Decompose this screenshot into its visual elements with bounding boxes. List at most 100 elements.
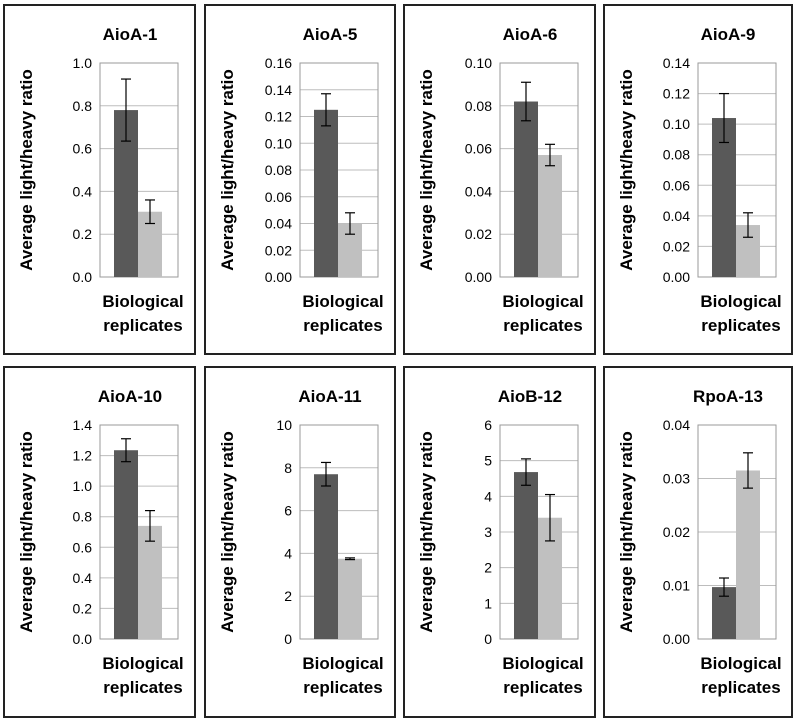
y-axis-label: Average light/heavy ratio bbox=[17, 431, 36, 633]
y-tick-label: 1 bbox=[484, 595, 492, 611]
chart-panel: AioA-6 Average light/heavy ratio 0.00 0.02 0… bbox=[403, 4, 596, 355]
y-tick-label: 0.04 bbox=[265, 216, 292, 232]
y-axis-label: Average light/heavy ratio bbox=[17, 69, 36, 271]
y-tick-label: 0.00 bbox=[663, 631, 690, 647]
x-axis-label: replicates bbox=[701, 316, 780, 335]
y-tick-label: 0.10 bbox=[465, 55, 492, 71]
y-tick-label: 6 bbox=[284, 503, 292, 519]
bar-replicate-2 bbox=[538, 155, 562, 277]
x-axis-label: replicates bbox=[103, 316, 182, 335]
bar-replicate-1 bbox=[712, 118, 736, 278]
x-axis-label: Biological bbox=[502, 654, 583, 673]
y-tick-label: 0.12 bbox=[265, 109, 292, 125]
x-axis-label: replicates bbox=[701, 678, 780, 697]
bar-replicate-1 bbox=[314, 474, 338, 639]
bar-replicate-2 bbox=[138, 525, 162, 639]
chart-svg: AioA-9 Average light/heavy ratio 0.00 0.02 0… bbox=[617, 25, 782, 335]
chart-svg: AioA-6 Average light/heavy ratio 0.00 0.02 0… bbox=[417, 25, 584, 335]
chart-panel: AioA-1 Average light/heavy ratio 0.0 0.2 0.4… bbox=[3, 4, 196, 355]
y-tick-label: 0.6 bbox=[73, 141, 93, 157]
y-tick-label: 6 bbox=[484, 417, 492, 433]
y-tick-label: 0.0 bbox=[73, 631, 93, 647]
chart-title: AioA-10 bbox=[98, 387, 162, 406]
y-tick-label: 10 bbox=[276, 417, 292, 433]
x-axis-label: replicates bbox=[503, 678, 582, 697]
bar-replicate-1 bbox=[314, 109, 338, 277]
y-tick-label: 0.06 bbox=[465, 141, 492, 157]
y-tick-label: 0.04 bbox=[663, 417, 690, 433]
y-tick-label: 3 bbox=[484, 524, 492, 540]
chart-svg: AioA-1 Average light/heavy ratio 0.0 0.2 0.4… bbox=[17, 25, 184, 335]
y-tick-label: 1.0 bbox=[73, 55, 93, 71]
bar-replicate-1 bbox=[514, 101, 538, 278]
x-axis-label: replicates bbox=[103, 678, 182, 697]
chart-panel: AioA-5 Average light/heavy ratio 0.00 0.02 0… bbox=[204, 4, 396, 355]
y-tick-label: 0.0 bbox=[73, 269, 93, 285]
x-axis-label: Biological bbox=[502, 292, 583, 311]
y-tick-label: 0.14 bbox=[265, 82, 292, 98]
x-axis-label: Biological bbox=[102, 654, 183, 673]
chart-svg: AioA-5 Average light/heavy ratio 0.00 0.02 0… bbox=[218, 25, 384, 335]
y-tick-label: 0.8 bbox=[73, 98, 93, 114]
bar-replicate-1 bbox=[514, 472, 538, 639]
bar-replicate-2 bbox=[338, 558, 362, 639]
y-tick-label: 0.08 bbox=[465, 98, 492, 114]
y-tick-label: 8 bbox=[284, 460, 292, 476]
chart-title: AioB-12 bbox=[498, 387, 562, 406]
x-axis-label: Biological bbox=[102, 292, 183, 311]
x-axis-label: Biological bbox=[700, 654, 781, 673]
y-tick-label: 0.2 bbox=[73, 600, 93, 616]
x-axis-label: replicates bbox=[303, 678, 382, 697]
y-tick-label: 0.08 bbox=[663, 147, 690, 163]
y-tick-label: 0.14 bbox=[663, 55, 690, 71]
y-tick-label: 2 bbox=[284, 588, 292, 604]
y-tick-label: 0.04 bbox=[663, 208, 690, 224]
chart-panel: AioA-9 Average light/heavy ratio 0.00 0.02 0… bbox=[603, 4, 793, 355]
y-tick-label: 0.8 bbox=[73, 509, 93, 525]
y-tick-label: 4 bbox=[484, 488, 492, 504]
bar-replicate-2 bbox=[736, 470, 760, 639]
y-tick-label: 0.01 bbox=[663, 578, 690, 594]
bar-replicate-1 bbox=[114, 450, 138, 639]
y-tick-label: 0.06 bbox=[265, 189, 292, 205]
y-tick-label: 0.06 bbox=[663, 177, 690, 193]
y-tick-label: 0.10 bbox=[265, 135, 292, 151]
chart-title: AioA-5 bbox=[303, 25, 358, 44]
y-tick-label: 0 bbox=[284, 631, 292, 647]
y-tick-label: 0.2 bbox=[73, 226, 93, 242]
x-axis-label: Biological bbox=[700, 292, 781, 311]
y-tick-label: 0.12 bbox=[663, 86, 690, 102]
y-tick-label: 0.10 bbox=[663, 116, 690, 132]
y-tick-label: 0.02 bbox=[465, 226, 492, 242]
chart-title: RpoA-13 bbox=[693, 387, 763, 406]
y-tick-label: 0.02 bbox=[663, 524, 690, 540]
y-axis-label: Average light/heavy ratio bbox=[617, 69, 636, 271]
chart-panel: AioA-11 Average light/heavy ratio 0 2 4 6 8 10 B… bbox=[204, 366, 396, 718]
y-tick-label: 0.00 bbox=[265, 269, 292, 285]
y-tick-label: 2 bbox=[484, 560, 492, 576]
x-axis-label: replicates bbox=[303, 316, 382, 335]
y-tick-label: 4 bbox=[284, 545, 292, 561]
y-tick-label: 0.6 bbox=[73, 539, 93, 555]
chart-panel: AioA-10 Average light/heavy ratio 0.0 0.2 0.… bbox=[3, 366, 196, 718]
y-tick-label: 0.03 bbox=[663, 471, 690, 487]
x-axis-label: replicates bbox=[503, 316, 582, 335]
y-tick-label: 0 bbox=[484, 631, 492, 647]
chart-svg: AioA-11 Average light/heavy ratio 0 2 4 6 8 10 B… bbox=[218, 387, 384, 697]
y-tick-label: 0.08 bbox=[265, 162, 292, 178]
y-tick-label: 0.02 bbox=[663, 238, 690, 254]
y-tick-label: 0.04 bbox=[465, 183, 492, 199]
chart-title: AioA-9 bbox=[701, 25, 756, 44]
y-axis-label: Average light/heavy ratio bbox=[218, 431, 237, 633]
chart-svg: AioA-10 Average light/heavy ratio 0.0 0.2 0.… bbox=[17, 387, 184, 697]
chart-title: AioA-11 bbox=[298, 387, 361, 406]
y-tick-label: 0.16 bbox=[265, 55, 292, 71]
chart-svg: RpoA-13 Average light/heavy ratio 0.00 0.01… bbox=[617, 387, 782, 697]
x-axis-label: Biological bbox=[302, 654, 383, 673]
y-axis-label: Average light/heavy ratio bbox=[417, 69, 436, 271]
y-tick-label: 1.0 bbox=[73, 478, 93, 494]
chart-panel: AioB-12 Average light/heavy ratio 0 1 2 3 4 5 6 B… bbox=[403, 366, 596, 718]
y-tick-label: 1.4 bbox=[73, 417, 93, 433]
chart-svg: AioB-12 Average light/heavy ratio 0 1 2 3 4 5 6 B… bbox=[417, 387, 584, 697]
